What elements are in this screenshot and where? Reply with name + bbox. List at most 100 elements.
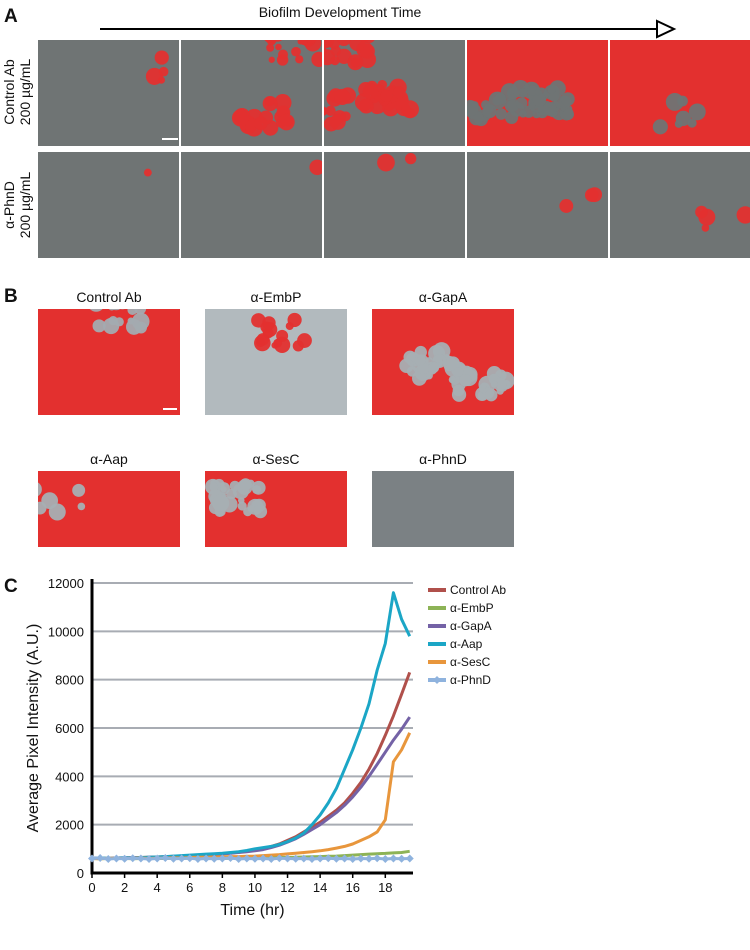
x-tick-label: 18 bbox=[378, 880, 392, 895]
texture-blob bbox=[154, 50, 169, 65]
texture-blob bbox=[309, 159, 322, 176]
texture-blob bbox=[411, 371, 427, 386]
texture-blob bbox=[334, 88, 351, 106]
data-point bbox=[145, 854, 154, 863]
data-point bbox=[316, 854, 325, 863]
texture-blob bbox=[291, 46, 301, 57]
panel-label: B bbox=[4, 286, 18, 307]
x-tick-label: 10 bbox=[248, 880, 262, 895]
texture-blob bbox=[278, 49, 289, 60]
texture-blob bbox=[488, 91, 507, 110]
texture-blob bbox=[340, 111, 351, 122]
data-point bbox=[356, 854, 365, 863]
texture-blob bbox=[328, 40, 341, 49]
texture-blob bbox=[102, 317, 120, 335]
texture-blob bbox=[278, 113, 295, 131]
data-point bbox=[177, 854, 186, 863]
micrograph bbox=[181, 40, 322, 146]
x-tick-label: 2 bbox=[121, 880, 128, 895]
texture-blob bbox=[41, 492, 59, 509]
texture-blob bbox=[108, 309, 115, 311]
data-point bbox=[340, 854, 349, 863]
series-line bbox=[91, 591, 412, 860]
micrograph bbox=[610, 40, 750, 146]
texture-blob bbox=[362, 83, 379, 100]
data-point bbox=[210, 854, 219, 863]
x-tick-label: 14 bbox=[313, 880, 327, 895]
micrograph bbox=[181, 152, 322, 258]
image-title: Control Ab bbox=[76, 289, 142, 305]
texture-blob bbox=[459, 374, 472, 387]
micrograph-background bbox=[610, 152, 750, 258]
data-point bbox=[112, 854, 121, 863]
image-title: α-Aap bbox=[90, 451, 128, 467]
x-tick-label: 6 bbox=[186, 880, 193, 895]
texture-blob bbox=[276, 329, 289, 342]
data-point bbox=[381, 854, 390, 863]
y-tick-label: 2000 bbox=[55, 818, 84, 833]
data-point bbox=[128, 854, 137, 863]
data-point bbox=[161, 854, 170, 863]
texture-blob bbox=[135, 321, 147, 334]
texture-blob bbox=[268, 56, 275, 63]
texture-blob bbox=[120, 309, 125, 310]
texture-blob bbox=[401, 100, 419, 119]
micrograph-background bbox=[181, 152, 322, 258]
texture-blob bbox=[238, 497, 245, 504]
texture-blob bbox=[266, 40, 277, 46]
texture-blob bbox=[559, 199, 574, 213]
texture-blob bbox=[275, 43, 282, 51]
micrograph-background bbox=[205, 309, 347, 415]
data-point bbox=[153, 854, 162, 863]
texture-blob bbox=[145, 67, 163, 85]
panel-a-images bbox=[38, 40, 750, 258]
texture-blob bbox=[490, 380, 498, 388]
texture-blob bbox=[297, 333, 312, 348]
image-title: α-PhnD bbox=[419, 451, 467, 467]
texture-blob bbox=[399, 358, 414, 373]
texture-blob bbox=[688, 103, 706, 121]
texture-blob bbox=[532, 93, 547, 107]
micrograph bbox=[38, 471, 180, 547]
legend-label: α-SesC bbox=[450, 655, 491, 669]
texture-blob bbox=[542, 102, 557, 116]
texture-blob bbox=[212, 494, 230, 512]
data-point bbox=[120, 854, 129, 863]
series-line bbox=[91, 732, 412, 861]
texture-blob bbox=[695, 205, 708, 219]
texture-blob bbox=[336, 40, 352, 46]
texture-blob bbox=[587, 187, 603, 203]
arrow-label: Biofilm Development Time bbox=[259, 4, 422, 20]
texture-blob bbox=[380, 89, 393, 102]
data-point bbox=[104, 854, 113, 863]
y-tick-label: 8000 bbox=[55, 673, 84, 688]
micrograph-background bbox=[38, 152, 179, 258]
data-point bbox=[267, 854, 276, 863]
legend-label: α-Aap bbox=[450, 637, 483, 651]
micrograph-background bbox=[324, 152, 465, 258]
micrograph bbox=[38, 309, 180, 415]
texture-blob bbox=[220, 486, 227, 493]
texture-blob bbox=[519, 109, 527, 118]
texture-blob bbox=[347, 54, 364, 71]
data-point bbox=[202, 854, 211, 863]
texture-blob bbox=[266, 43, 275, 52]
texture-blob bbox=[527, 85, 538, 96]
texture-blob bbox=[665, 92, 684, 111]
texture-blob bbox=[311, 51, 322, 67]
row-label: 200 µg/mL bbox=[17, 172, 33, 239]
data-point bbox=[405, 854, 414, 863]
micrograph bbox=[324, 152, 465, 258]
data-point bbox=[88, 854, 96, 863]
micrograph bbox=[372, 309, 514, 415]
legend-label: α-EmbP bbox=[450, 601, 494, 615]
data-point bbox=[348, 854, 357, 863]
texture-blob bbox=[143, 168, 152, 177]
texture-blob bbox=[349, 40, 366, 51]
texture-blob bbox=[38, 482, 42, 497]
texture-blob bbox=[428, 362, 440, 373]
texture-blob bbox=[414, 345, 427, 359]
texture-blob bbox=[251, 313, 266, 328]
texture-blob bbox=[504, 97, 520, 113]
